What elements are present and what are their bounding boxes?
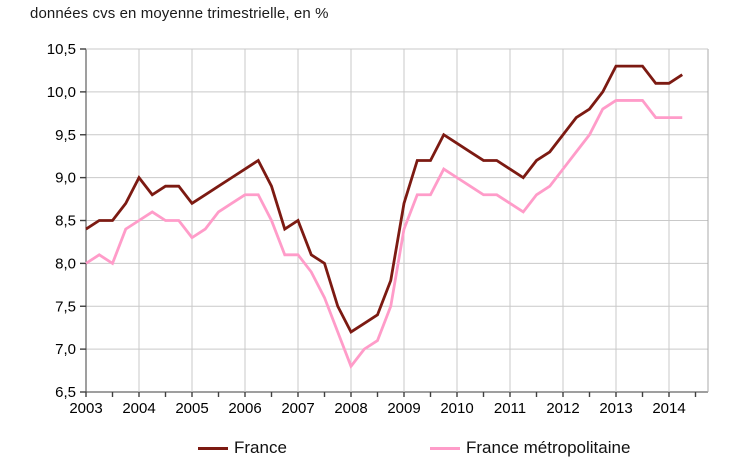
x-axis-label: 2008 [334,400,367,417]
x-axis-label: 2009 [387,400,420,417]
legend-line-swatch-france [198,446,228,450]
x-axis-label: 2014 [652,400,685,417]
chart-legend: France France métropolitaine [0,435,740,465]
series-line-france-metropolitaine [85,99,683,370]
y-axis-label: 8,0 [55,255,76,272]
chart-title: données cvs en moyenne trimestrielle, en… [30,5,329,22]
x-axis-label: 2004 [122,400,155,417]
x-axis-label: 2006 [228,400,261,417]
x-axis-label: 2010 [440,400,473,417]
legend-item-france: France [198,435,287,461]
y-axis-label: 8,5 [55,213,76,230]
x-axis-label: 2005 [175,400,208,417]
x-axis-label: 2012 [546,400,579,417]
y-axis-label: 6,5 [55,384,76,401]
series-line-france [85,64,684,334]
x-axis-label: 2007 [281,400,314,417]
y-axis-label: 7,5 [55,298,76,315]
y-axis-label: 7,0 [55,341,76,358]
x-axis-label: 2013 [599,400,632,417]
y-axis-label: 9,5 [55,127,76,144]
y-axis-label: 10,5 [47,41,76,58]
legend-label-france-metropolitaine: France métropolitaine [466,438,631,457]
x-axis-label: 2003 [69,400,102,417]
y-axis-label: 9,0 [55,170,76,187]
legend-label-france: France [234,438,287,457]
x-axis-label: 2011 [494,400,526,417]
legend-line-swatch-france-metropolitaine [430,446,460,450]
legend-item-france-metropolitaine: France métropolitaine [430,435,630,461]
y-axis-label: 10,0 [47,84,76,101]
